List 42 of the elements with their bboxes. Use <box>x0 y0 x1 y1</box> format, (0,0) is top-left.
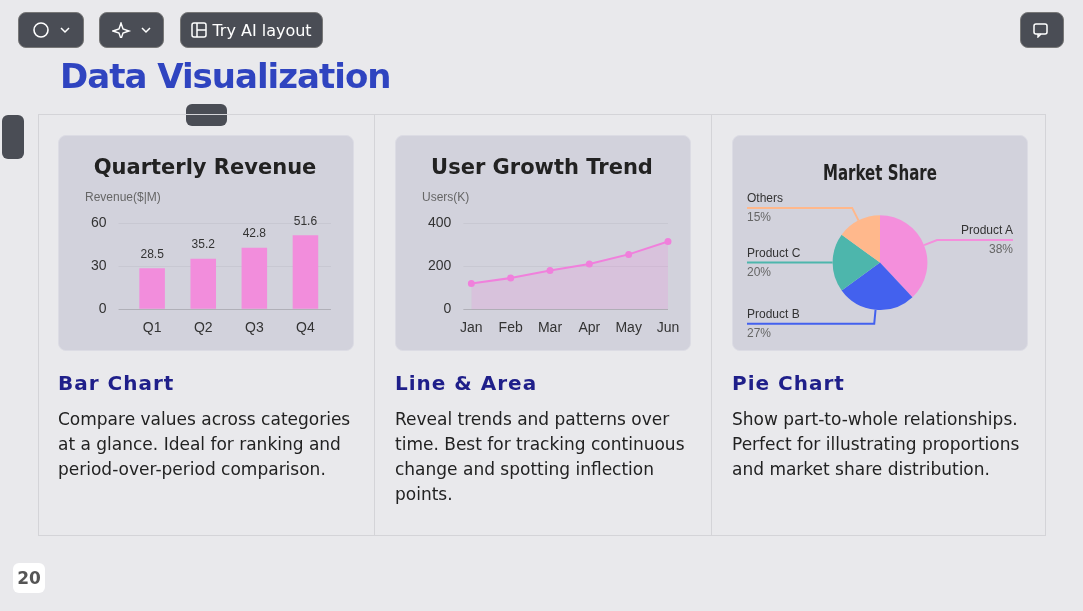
y-tick-label: 60 <box>90 214 107 231</box>
chart-title: User Growth Trend <box>431 155 653 180</box>
x-tick-label: Q1 <box>142 319 162 336</box>
text: Line & Area <box>395 371 539 395</box>
y-tick-label: 0 <box>443 300 452 317</box>
slice-label: Product B <box>747 307 800 322</box>
text: Reveal trends and patterns over time. Best for tracking continuous change and spotting inflection points. <box>395 408 686 506</box>
slice-label: Product A <box>960 223 1013 238</box>
data-label: 35.2 <box>191 237 216 252</box>
chart-title: Quarterly Revenue <box>93 155 317 180</box>
chart-title: Market Share <box>823 160 937 185</box>
x-tick-label: Jan <box>460 319 483 336</box>
data-label: 15% <box>747 210 772 225</box>
text: Bar Chart <box>58 371 176 395</box>
text: Compare values across categories at a glance. Ideal for ranking and period-over-period comparison. <box>58 408 352 481</box>
data-label: 38% <box>988 242 1014 257</box>
data-label: 42.8 <box>242 226 267 241</box>
x-tick-label: Q4 <box>296 319 315 336</box>
text: Data Visualization <box>60 56 391 96</box>
y-tick-label: 400 <box>428 214 452 231</box>
slice-label: Others <box>747 191 784 206</box>
x-tick-label: Q3 <box>245 319 264 336</box>
y-tick-label: 0 <box>98 300 107 317</box>
x-tick-label: Apr <box>578 319 601 336</box>
x-tick-label: May <box>615 319 642 336</box>
y-axis-title: Users(K) <box>422 189 470 204</box>
text: Pie Chart <box>732 371 846 395</box>
text: Show part-to-whole relationships. Perfect for illustrating proportions and market share distribution. <box>732 408 1021 481</box>
data-label: 27% <box>747 326 772 341</box>
x-tick-label: Jun <box>656 319 680 336</box>
slice-label: Product C <box>747 245 801 260</box>
text: 20 <box>13 563 45 593</box>
text: Try AI layout <box>212 20 312 40</box>
y-tick-label: 30 <box>90 257 107 274</box>
x-tick-label: Q2 <box>193 319 213 336</box>
y-axis-title: Revenue($|M) <box>85 189 161 204</box>
y-tick-label: 200 <box>428 257 452 274</box>
data-label: 51.6 <box>293 213 318 228</box>
data-label: 20% <box>747 264 772 279</box>
data-label: 28.5 <box>140 246 165 261</box>
x-tick-label: Feb <box>498 319 523 336</box>
x-tick-label: Mar <box>537 319 563 336</box>
